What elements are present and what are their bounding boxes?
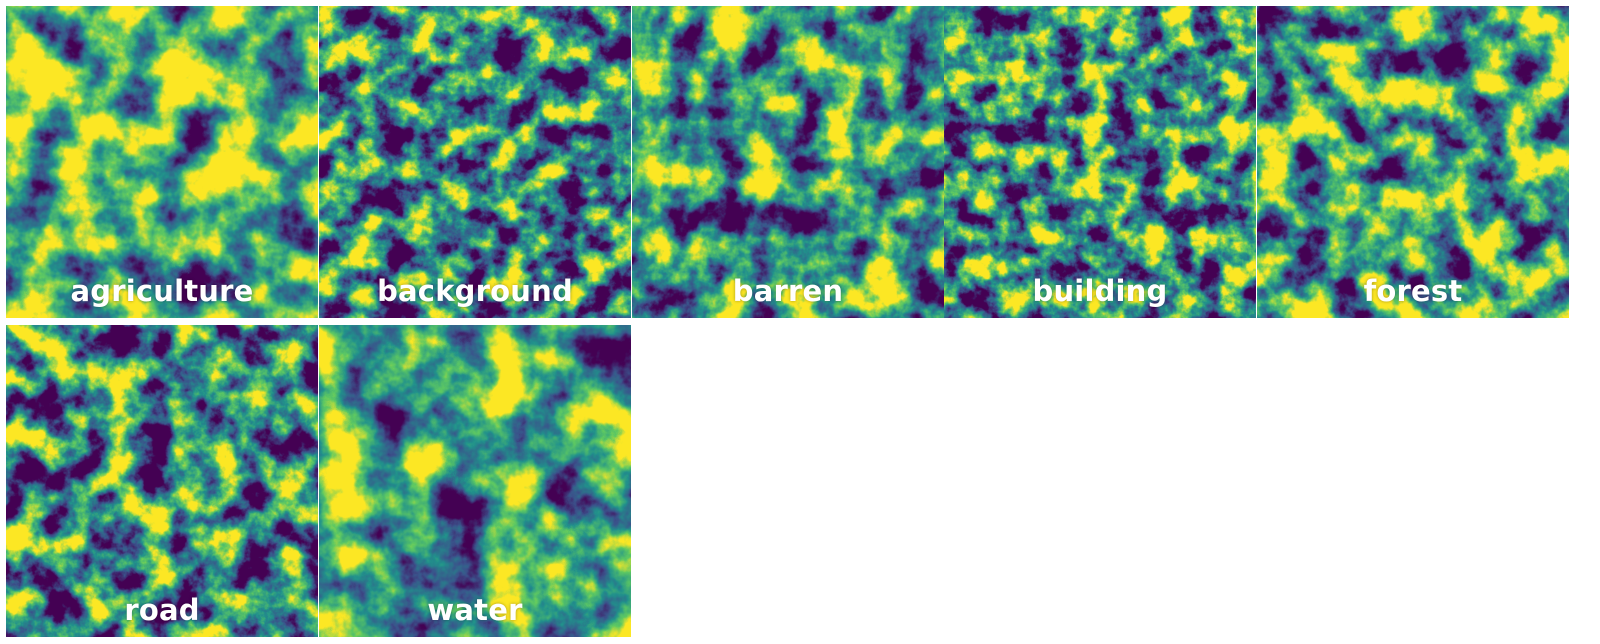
- tile-water: water: [319, 325, 631, 637]
- heatmap-image: [944, 6, 1256, 318]
- tile-label: road: [124, 593, 200, 627]
- heatmap-image: [1257, 6, 1569, 318]
- tile-building: building: [944, 6, 1256, 318]
- heatmap-image: [319, 325, 631, 637]
- heatmap-image: [6, 6, 318, 318]
- tile-label: water: [427, 593, 523, 627]
- heatmap-image: [319, 6, 631, 318]
- heatmap-field: [6, 325, 318, 637]
- tile-forest: forest: [1257, 6, 1569, 318]
- tile-label: building: [1032, 274, 1168, 308]
- tile-label: background: [377, 274, 573, 308]
- heatmap-image: [6, 325, 318, 637]
- heatmap-field: [1257, 6, 1569, 318]
- tile-label: forest: [1363, 274, 1463, 308]
- heatmap-field: [319, 325, 631, 637]
- heatmap-field: [632, 6, 944, 318]
- tile-label: agriculture: [70, 274, 254, 308]
- tile-agriculture: agriculture: [6, 6, 318, 318]
- heatmap-field: [6, 6, 318, 318]
- heatmap-field: [319, 6, 631, 318]
- heatmap-image: [632, 6, 944, 318]
- tile-barren: barren: [632, 6, 944, 318]
- tile-background: background: [319, 6, 631, 318]
- tile-label: barren: [732, 274, 844, 308]
- tile-road: road: [6, 325, 318, 637]
- heatmap-field: [944, 6, 1256, 318]
